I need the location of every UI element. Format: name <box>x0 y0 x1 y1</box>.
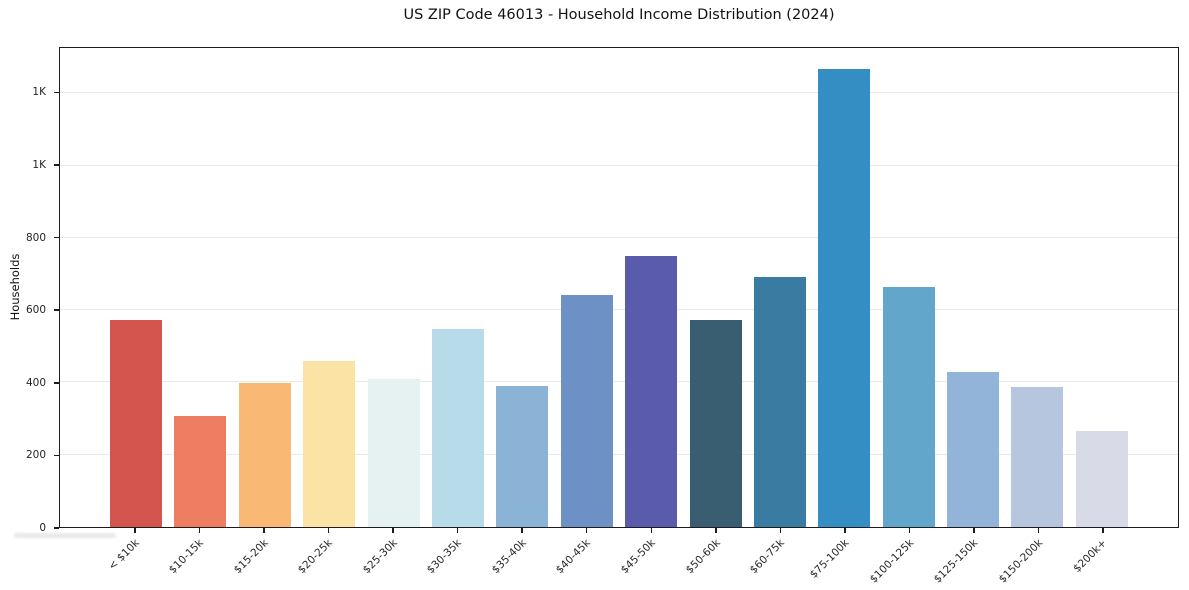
x-tick-label: $125-150k <box>931 537 981 586</box>
y-tick-mark <box>54 91 59 94</box>
y-tick-label: 800 <box>25 231 46 244</box>
gridline-800 <box>60 236 1178 238</box>
y-tick-mark <box>54 309 59 311</box>
y-tick-label: 600 <box>25 304 46 317</box>
gridline-600 <box>60 309 1178 311</box>
y-tick-mark <box>54 382 59 384</box>
y-tick-label: 1K <box>32 86 46 99</box>
bar-15-20k <box>238 383 291 527</box>
bar-20-25k <box>303 361 356 527</box>
x-tick-label: $25-30k <box>360 537 400 577</box>
x-tick-label: $45-50k <box>618 537 658 577</box>
bar-125-150k <box>947 371 1000 527</box>
bar-75-100k <box>818 69 871 527</box>
x-tick-label: $15-20k <box>231 537 271 577</box>
x-tick-mark <box>779 528 782 533</box>
y-tick-mark <box>54 236 59 239</box>
bar-100-125k <box>882 287 935 527</box>
x-tick-mark <box>456 528 459 533</box>
gridline-400 <box>60 381 1178 383</box>
gridline-1200 <box>60 92 1178 94</box>
x-tick-mark <box>392 528 394 533</box>
x-tick-label: $20-25k <box>296 537 336 577</box>
gridline-1000 <box>60 164 1178 166</box>
corner-smudge-artifact <box>14 533 116 538</box>
x-tick-mark <box>327 528 330 533</box>
x-tick-mark <box>973 528 975 533</box>
x-tick-label: $10-15k <box>166 537 207 577</box>
x-tick-label: $150-200k <box>996 537 1045 586</box>
x-tick-label: < $10k <box>105 537 142 573</box>
x-tick-label: $40-45k <box>554 537 594 577</box>
bar-150-200k <box>1011 387 1064 527</box>
chart-title: US ZIP Code 46013 - Household Income Dis… <box>403 7 835 23</box>
x-tick-label: $100-125k <box>867 537 916 586</box>
y-tick-mark <box>54 164 59 166</box>
y-tick-label: 200 <box>25 449 46 462</box>
bar-10-15k <box>174 416 227 527</box>
x-tick-mark <box>198 528 201 533</box>
x-tick-mark <box>263 528 265 533</box>
bars-container <box>60 48 1178 527</box>
bar-200k <box>1075 431 1128 527</box>
gridline-200 <box>60 453 1178 455</box>
x-tick-label: $30-35k <box>425 537 465 577</box>
bar-50-60k <box>689 320 742 527</box>
y-tick-mark <box>54 454 59 457</box>
x-tick-mark <box>134 528 136 533</box>
x-tick-mark <box>715 528 717 533</box>
y-tick-label: 1K <box>32 158 46 171</box>
plot-area <box>59 47 1179 528</box>
bar-10k <box>110 319 162 527</box>
y-tick-label: 400 <box>25 376 46 389</box>
x-tick-label: $60-75k <box>747 537 787 577</box>
x-tick-label: $35-40k <box>489 537 529 577</box>
y-tick-label: 0 <box>39 522 46 534</box>
x-tick-label: $75-100k <box>807 537 852 581</box>
x-tick-mark <box>1102 528 1104 533</box>
bar-35-40k <box>496 386 549 527</box>
y-tick-mark <box>54 527 59 529</box>
y-axis: 0 200 400 600 800 1K 1K <box>0 47 59 534</box>
bar-30-35k <box>431 328 484 527</box>
x-tick-mark <box>650 528 653 533</box>
bar-60-75k <box>753 277 806 527</box>
bar-45-50k <box>625 255 678 527</box>
x-tick-mark <box>1037 528 1040 533</box>
x-tick-label: $200k+ <box>1071 537 1110 575</box>
x-tick-mark <box>521 528 523 533</box>
x-tick-mark <box>908 528 911 533</box>
x-tick-mark <box>844 528 846 533</box>
x-tick-label: $50-60k <box>683 537 723 577</box>
bar-25-30k <box>367 378 420 527</box>
x-tick-mark <box>585 528 588 533</box>
x-axis: < $10k $10-15k $15-20k $20-25k $25-30k $30-35… <box>59 528 1179 590</box>
bar-40-45k <box>560 295 613 527</box>
